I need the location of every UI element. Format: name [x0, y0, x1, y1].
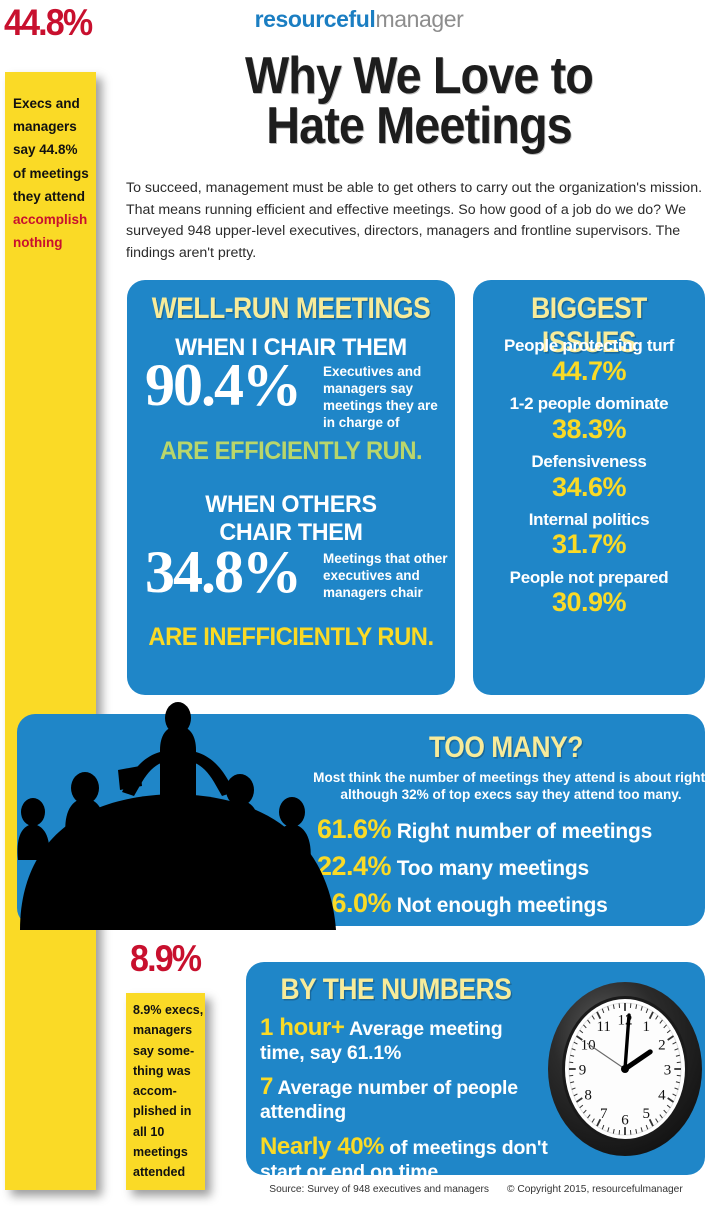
clock-hour-number-10: 10 — [581, 1037, 596, 1053]
well-run-sub-2-line2: CHAIR THEM — [219, 519, 363, 546]
rail-top-caption-highlight: accomplish nothing — [13, 212, 88, 251]
biggest-issue-value: 44.7% — [551, 355, 627, 386]
rail-top-caption-plain: Execs and managers say 44.8% of meetings… — [13, 96, 89, 204]
panel-heading-by-the-numbers: BY THE NUMBERS — [280, 973, 512, 1006]
biggest-issue-label: People protecting turf — [503, 336, 675, 355]
by-the-numbers-key: Nearly 40% — [260, 1132, 385, 1160]
biggest-issue-value: 31.7% — [551, 529, 627, 560]
too-many-intro: Most think the number of meetings they a… — [313, 770, 709, 803]
well-run-result-2: ARE INEFFICIENTLY RUN. — [148, 623, 434, 651]
clock-hour-number-6: 6 — [621, 1113, 629, 1129]
biggest-issue-label: Internal politics — [528, 509, 650, 529]
clock-hour-number-3: 3 — [664, 1063, 672, 1079]
footer-source-text: Source: Survey of 948 executives and man… — [269, 1184, 490, 1195]
too-many-row: 16.0% Not enough meetings — [317, 888, 717, 919]
too-many-label: Too many meetings — [391, 857, 589, 880]
bottom-yellow-box — [126, 993, 205, 1190]
too-many-label: Right number of meetings — [391, 820, 653, 843]
well-run-result-1: ARE EFFICIENTLY RUN. — [159, 437, 423, 465]
clock-hour-number-9: 9 — [579, 1063, 587, 1079]
panel-well-run-meetings: WELL-RUN MEETINGS WHEN I CHAIR THEM 90.4… — [127, 280, 455, 695]
brand-logo-resourceful: resourceful — [254, 6, 376, 32]
by-the-numbers-text: of meetings don't start or end on time — [260, 1136, 548, 1183]
rail-top-caption: Execs and managers say 44.8% of meetings… — [13, 92, 91, 255]
left-yellow-rail — [5, 72, 96, 1190]
too-many-label: Not enough meetings — [391, 894, 608, 917]
rail-bottom-caption: 8.9% execs, managers say some­thing was … — [133, 1003, 204, 1179]
biggest-issues-list: People protecting turf 44.7% 1-2 people do… — [479, 336, 699, 627]
panel-heading-well-run: WELL-RUN MEETINGS — [151, 292, 431, 325]
too-many-value: 22.4% — [317, 851, 392, 881]
panel-biggest-issues: BIGGEST ISSUES People protecting turf 44.… — [473, 280, 705, 695]
clock-hour-number-8: 8 — [584, 1088, 592, 1104]
biggest-issue-label: People not prepared — [509, 567, 669, 587]
clock-hour-number-7: 7 — [600, 1106, 608, 1122]
clock-hour-number-1: 1 — [643, 1019, 651, 1035]
rail-top-percent: 44.8% — [4, 2, 93, 43]
too-many-value: 16.0% — [317, 888, 392, 918]
by-the-numbers-key: 1 hour+ — [260, 1014, 345, 1041]
by-the-numbers-list: 1 hour+ Average meeting time, say 61.1% 7… — [260, 1014, 550, 1192]
intro-paragraph: To succeed, management must be able to g… — [126, 180, 703, 261]
clock-hour-number-4: 4 — [658, 1088, 666, 1104]
too-many-row: 61.6% Right number of meetings — [317, 814, 717, 845]
biggest-issue-value: 30.9% — [551, 587, 627, 618]
biggest-issue-row: Defensiveness 34.6% — [479, 451, 699, 502]
page-title-line2: Hate Meetings — [266, 96, 572, 155]
by-the-numbers-text: Average number of people attending — [260, 1077, 518, 1124]
panel-by-the-numbers: BY THE NUMBERS 1 hour+ Average meeting t… — [246, 962, 705, 1183]
page-title: Why We Love to Hate Meetings — [150, 47, 688, 155]
biggest-issue-label: Defensiveness — [531, 451, 647, 471]
by-the-numbers-text: Average meeting time, say 61.1% — [260, 1018, 503, 1064]
well-run-note-1: Executives and managers say meetings the… — [323, 364, 438, 430]
well-run-stat-1: 90.4% — [145, 352, 302, 418]
well-run-stat-2: 34.8% — [145, 539, 302, 605]
well-run-sub-2-line1: WHEN OTHERS — [205, 491, 377, 518]
well-run-sub-1: WHEN I CHAIR THEM — [175, 334, 407, 361]
by-the-numbers-key: 7 — [260, 1073, 273, 1101]
by-the-numbers-row: 1 hour+ Average meeting time, say 61.1% — [260, 1014, 550, 1065]
panel-heading-too-many: TOO MANY? — [429, 731, 583, 764]
too-many-list: 61.6% Right number of meetings 22.4% Too … — [317, 814, 717, 925]
panel-too-many: TOO MANY? Most think the number of meeti… — [17, 714, 709, 926]
biggest-issue-value: 34.6% — [551, 471, 627, 502]
footer-copyright: © Copyright 2015, resourcefulmanager — [507, 1184, 683, 1195]
too-many-value: 61.6% — [317, 814, 392, 844]
brand-logo-manager: manager — [375, 6, 464, 32]
by-the-numbers-row: 7 Average number of people attending — [260, 1073, 550, 1124]
biggest-issue-row: Internal politics 31.7% — [479, 509, 699, 560]
clock-hour-number-11: 11 — [596, 1019, 610, 1035]
by-the-numbers-row: Nearly 40% of meetings don't start or en… — [260, 1133, 550, 1184]
biggest-issue-value: 38.3% — [551, 413, 627, 444]
footer-source: Source: Survey of 948 executives and man… — [246, 1184, 706, 1195]
clock-hour-number-5: 5 — [643, 1106, 651, 1122]
too-many-row: 22.4% Too many meetings — [317, 851, 717, 882]
panel-heading-biggest-issues: BIGGEST ISSUES — [531, 292, 647, 359]
brand-logo[interactable]: resourcefulmanager — [0, 6, 718, 33]
well-run-note-2: Meetings that other executives and manag… — [323, 551, 448, 600]
rail-bottom-percent: 8.9% — [130, 938, 202, 979]
biggest-issue-row: 1-2 people dominate 38.3% — [479, 393, 699, 444]
biggest-issue-label: 1-2 people dominate — [509, 393, 669, 413]
biggest-issue-row: People not prepared 30.9% — [479, 567, 699, 618]
biggest-issue-row: People protecting turf 44.7% — [479, 336, 699, 386]
clock-hour-number-2: 2 — [658, 1037, 666, 1053]
page-title-line1: Why We Love to — [245, 47, 594, 105]
